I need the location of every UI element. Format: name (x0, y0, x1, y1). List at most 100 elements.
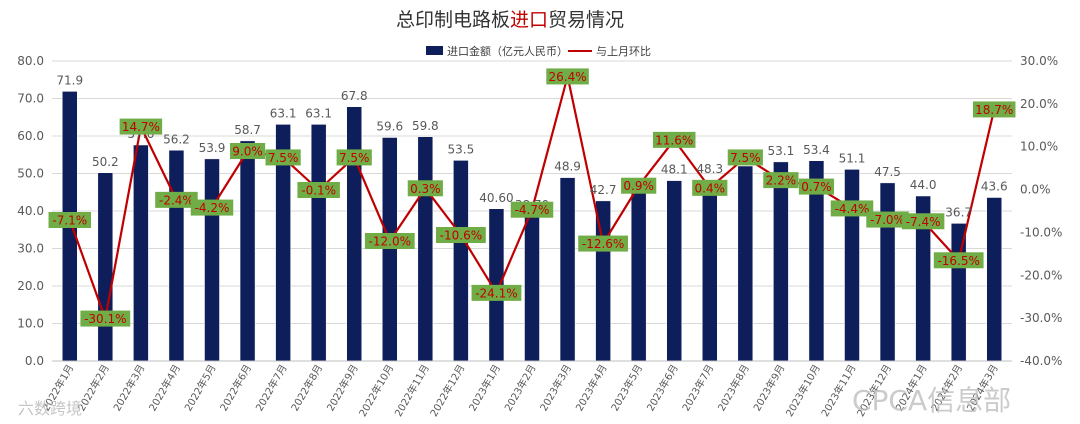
line-label-bg (546, 68, 589, 85)
line-value-label: 26.4% (548, 70, 586, 84)
line-label-bg (866, 211, 909, 228)
line-label-bg (336, 149, 372, 166)
y-left-tick-label: 30.0 (17, 242, 44, 256)
line-label-bg (471, 284, 522, 301)
bar (702, 179, 718, 362)
line-label-bg (119, 118, 163, 135)
line-value-label: 0.4% (695, 181, 726, 195)
line-value-label: 0.3% (410, 182, 441, 196)
line-value-label: -2.4% (159, 193, 194, 207)
bar-value-label: 48.3 (696, 162, 723, 176)
line-label-bg (407, 180, 443, 197)
x-tick-label: 2023年10月 (783, 362, 823, 419)
bar (133, 144, 149, 362)
bar (666, 180, 682, 362)
chart-title-part-1: 总印制电路板 (396, 9, 510, 31)
line-value-label: -4.2% (195, 201, 230, 215)
line-value-label: -12.0% (369, 235, 411, 249)
line-label-bg (364, 233, 415, 249)
legend-line-label: 与上月环比 (596, 45, 651, 58)
bar (879, 182, 896, 362)
line-label-bg (48, 212, 92, 228)
x-tick-label: 2023年1月 (466, 362, 503, 413)
y-right-tick-label: -10.0% (1020, 225, 1062, 239)
line-value-label: -7.1% (52, 214, 87, 228)
line-label-bg (80, 310, 131, 327)
line-value-label: 2.2% (766, 174, 797, 188)
x-tick-label: 2022年10月 (356, 362, 396, 419)
bar-value-label: 48.9 (554, 160, 581, 174)
y-right-tick-label: 30.0% (1020, 54, 1058, 68)
watermark-right: CPCA信息部 (852, 384, 1011, 417)
bar (97, 172, 114, 362)
y-axis-right: -40.0% -30.0% -20.0% -10.0% 0.0% 10.0% 20.0% 30… (1020, 54, 1062, 368)
line-label-bg (692, 179, 728, 196)
legend: 进口金额（亿元人民币） 与上月环比 (426, 44, 651, 58)
bar-value-label: 67.8 (341, 89, 368, 103)
line-value-label: -4.4% (835, 202, 870, 216)
bar-value-label: 40.60 (479, 191, 513, 205)
bar-value-label: 63.1 (270, 106, 297, 120)
line-label-bg (798, 178, 835, 195)
y-right-tick-label: -20.0% (1020, 268, 1062, 282)
x-tick-label: 2023年7月 (679, 362, 716, 413)
bar-value-label: 53.9 (199, 141, 226, 155)
bar-value-label: 59.6 (376, 120, 403, 134)
x-tick-label: 2022年6月 (217, 362, 254, 413)
y-left-tick-label: 80.0 (17, 54, 44, 68)
chart-title: 总印制电路板进口贸易情况 (396, 9, 624, 31)
x-tick-label: 2022年9月 (324, 362, 361, 413)
y-left-tick-label: 60.0 (17, 129, 44, 143)
line-value-label: 14.7% (122, 120, 160, 134)
line-value-label: 7.5% (730, 151, 761, 165)
x-tick-label: 2022年12月 (427, 362, 467, 419)
legend-bar-label: 进口金额（亿元人民币） (447, 44, 568, 58)
y-right-tick-label: 0.0% (1020, 183, 1051, 197)
line-labels: -7.1% -30.1% 14.7% -2.4%-4.2% 9.0% 7.5% -0.1% 7… (48, 68, 1016, 327)
line-label-bg (763, 172, 799, 189)
bar (453, 160, 469, 362)
bar (950, 223, 967, 362)
watermark-left: 六数跨境 (18, 399, 82, 418)
bar-value-label: 53.5 (448, 142, 475, 156)
bar (630, 186, 647, 362)
bar (168, 150, 185, 362)
y-right-tick-label: -40.0% (1020, 354, 1062, 368)
line-value-label: -24.1% (475, 286, 517, 300)
bar (204, 158, 220, 362)
bar (559, 177, 576, 362)
line-label-bg (229, 143, 266, 159)
line-value-label: 0.9% (623, 179, 654, 193)
bar-value-label: 44.0 (910, 178, 937, 192)
line-value-label: 18.7% (975, 103, 1013, 117)
line-value-label: -10.6% (440, 229, 482, 243)
y-left-tick-label: 50.0 (17, 167, 44, 181)
line-value-label: 0.7% (801, 180, 832, 194)
line-value-label: 11.6% (655, 133, 693, 147)
bar-value-label: 48.1 (661, 163, 688, 177)
bar (595, 200, 611, 362)
x-tick-label: 2022年4月 (146, 362, 183, 413)
bar-value-label: 43.6 (981, 180, 1008, 194)
line-label-bg (435, 227, 486, 243)
x-tick-label: 2022年11月 (392, 362, 432, 419)
bar-value-label: 51.1 (839, 151, 866, 165)
line-label-bg (972, 101, 1016, 118)
bar-value-label: 36.7 (945, 205, 972, 219)
y-left-tick-label: 70.0 (17, 92, 44, 106)
bar (986, 197, 1002, 362)
line-value-label: 7.5% (339, 151, 370, 165)
bar-value-label: 53.1 (768, 144, 795, 158)
bar-labels: 71.950.257.656.253.958.763.163.167.859.6… (56, 73, 1007, 219)
y-right-tick-label: 20.0% (1020, 97, 1058, 111)
bar (737, 165, 754, 362)
chart-title-part-3: 贸易情况 (548, 9, 624, 31)
y-right-tick-label: -30.0% (1020, 311, 1062, 325)
line-value-label: 7.5% (268, 151, 299, 165)
bar (382, 137, 398, 362)
line-value-label: -4.7% (515, 203, 550, 217)
x-tick-label: 2023年9月 (750, 362, 787, 413)
bar-value-label: 47.5 (874, 165, 901, 179)
bar (773, 161, 789, 362)
